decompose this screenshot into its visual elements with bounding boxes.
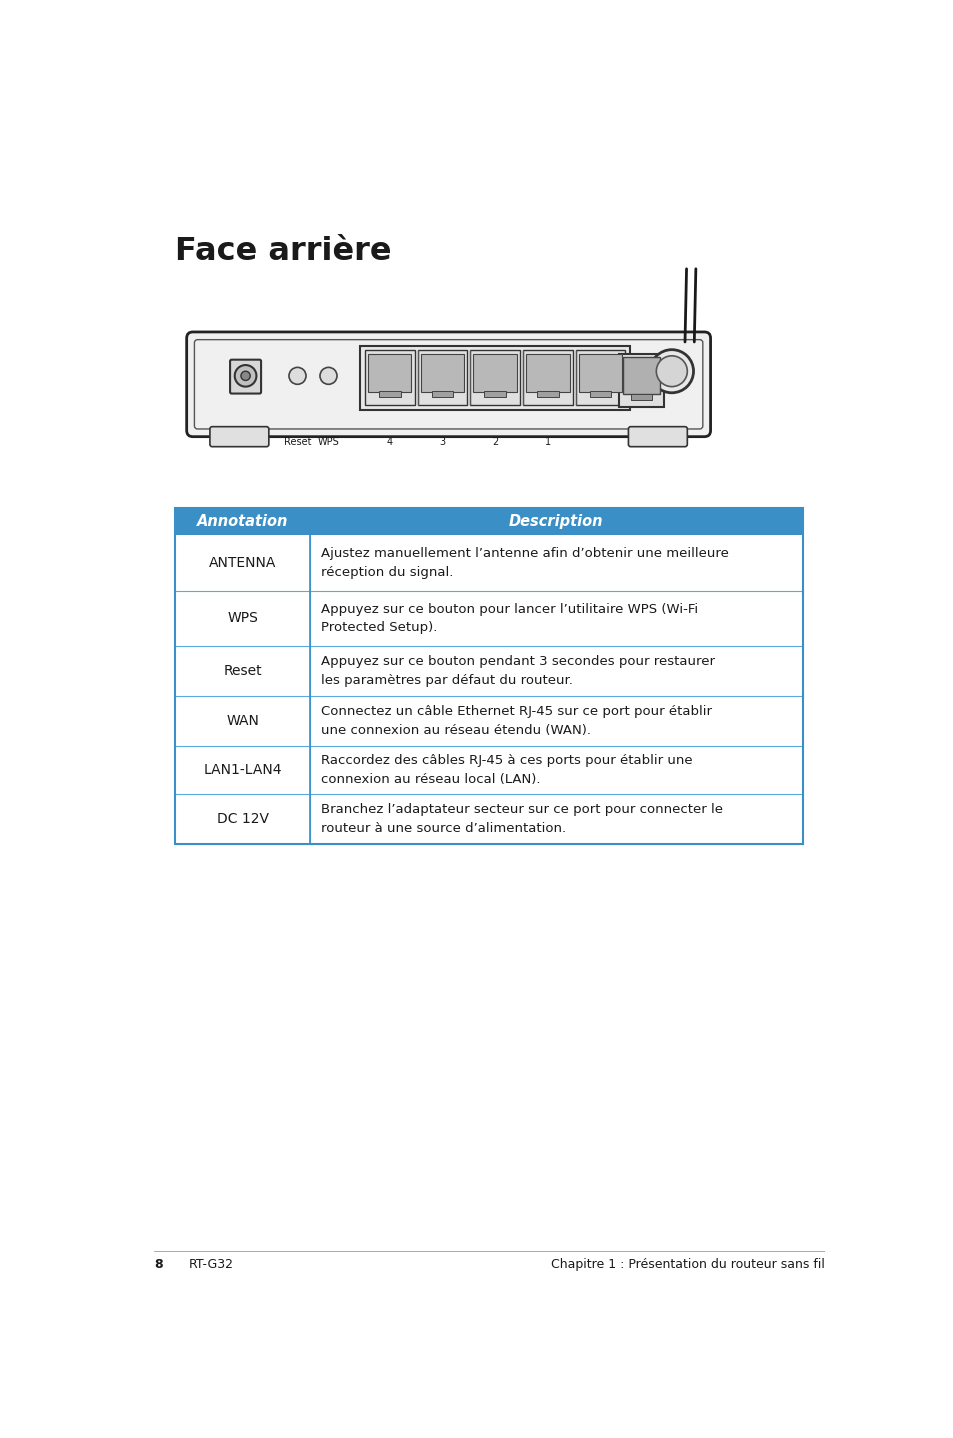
Circle shape — [319, 367, 336, 384]
Text: Description: Description — [509, 513, 603, 529]
Bar — [522, 349, 572, 406]
Bar — [360, 345, 629, 410]
Circle shape — [649, 349, 693, 393]
FancyBboxPatch shape — [187, 332, 710, 437]
Bar — [174, 508, 802, 844]
Text: DC  12V: DC 12V — [226, 437, 265, 447]
Text: 1: 1 — [544, 437, 550, 447]
Bar — [525, 354, 569, 393]
Text: Face arrière: Face arrière — [174, 236, 391, 266]
Bar — [420, 354, 464, 393]
Bar — [537, 391, 558, 397]
Text: 2: 2 — [492, 437, 497, 447]
Bar — [174, 535, 802, 591]
Bar — [575, 349, 624, 406]
FancyBboxPatch shape — [210, 427, 269, 447]
Text: 8: 8 — [154, 1258, 163, 1271]
Text: Appuyez sur ce bouton pendant 3 secondes pour restaurer
les paramètres par défau: Appuyez sur ce bouton pendant 3 secondes… — [320, 656, 714, 687]
Text: Branchez l’adaptateur secteur sur ce port pour connecter le
routeur à une source: Branchez l’adaptateur secteur sur ce por… — [320, 804, 722, 834]
Bar — [470, 349, 519, 406]
Bar — [589, 391, 611, 397]
Text: Raccordez des câbles RJ-45 à ces ports pour établir une
connexion au réseau loca: Raccordez des câbles RJ-45 à ces ports p… — [320, 755, 692, 785]
Text: Appuyez sur ce bouton pour lancer l’utilitaire WPS (Wi-Fi
Protected Setup).: Appuyez sur ce bouton pour lancer l’util… — [320, 603, 698, 634]
Bar — [578, 354, 621, 393]
Text: Chapitre 1 : Présentation du routeur sans fil: Chapitre 1 : Présentation du routeur san… — [550, 1258, 823, 1271]
Bar — [174, 646, 802, 696]
Text: Annotation: Annotation — [196, 513, 288, 529]
FancyBboxPatch shape — [628, 427, 686, 447]
Circle shape — [289, 367, 306, 384]
Bar — [368, 354, 411, 393]
Text: Connectez un câble Ethernet RJ-45 sur ce port pour établir
une connexion au rése: Connectez un câble Ethernet RJ-45 sur ce… — [320, 706, 711, 736]
Circle shape — [656, 355, 686, 387]
FancyBboxPatch shape — [230, 360, 261, 394]
Bar — [174, 591, 802, 646]
Bar — [174, 696, 802, 746]
Text: 4: 4 — [386, 437, 393, 447]
Text: Reset: Reset — [283, 437, 311, 447]
Bar — [417, 349, 467, 406]
Bar — [484, 391, 505, 397]
Text: WAN: WAN — [629, 437, 653, 447]
Bar — [622, 358, 659, 394]
Text: WAN: WAN — [226, 715, 258, 728]
Bar — [174, 746, 802, 794]
Text: Reset: Reset — [223, 664, 261, 679]
Text: ANTENNA: ANTENNA — [209, 557, 276, 569]
Text: WPS: WPS — [227, 611, 257, 626]
Bar — [618, 354, 663, 407]
Bar — [174, 794, 802, 844]
Circle shape — [234, 365, 256, 387]
Text: LAN1-LAN4: LAN1-LAN4 — [203, 764, 281, 777]
Text: Ajustez manuellement l’antenne afin d’obtenir une meilleure
réception du signal.: Ajustez manuellement l’antenne afin d’ob… — [320, 548, 728, 578]
Text: RT-G32: RT-G32 — [189, 1258, 233, 1271]
Text: WPS: WPS — [317, 437, 339, 447]
Bar — [174, 508, 802, 535]
Text: 3: 3 — [439, 437, 445, 447]
FancyBboxPatch shape — [194, 339, 702, 429]
Bar — [431, 391, 453, 397]
Bar — [630, 394, 652, 400]
Text: DC 12V: DC 12V — [216, 812, 268, 825]
Bar — [378, 391, 400, 397]
Bar — [473, 354, 517, 393]
Bar — [365, 349, 415, 406]
Circle shape — [241, 371, 250, 381]
